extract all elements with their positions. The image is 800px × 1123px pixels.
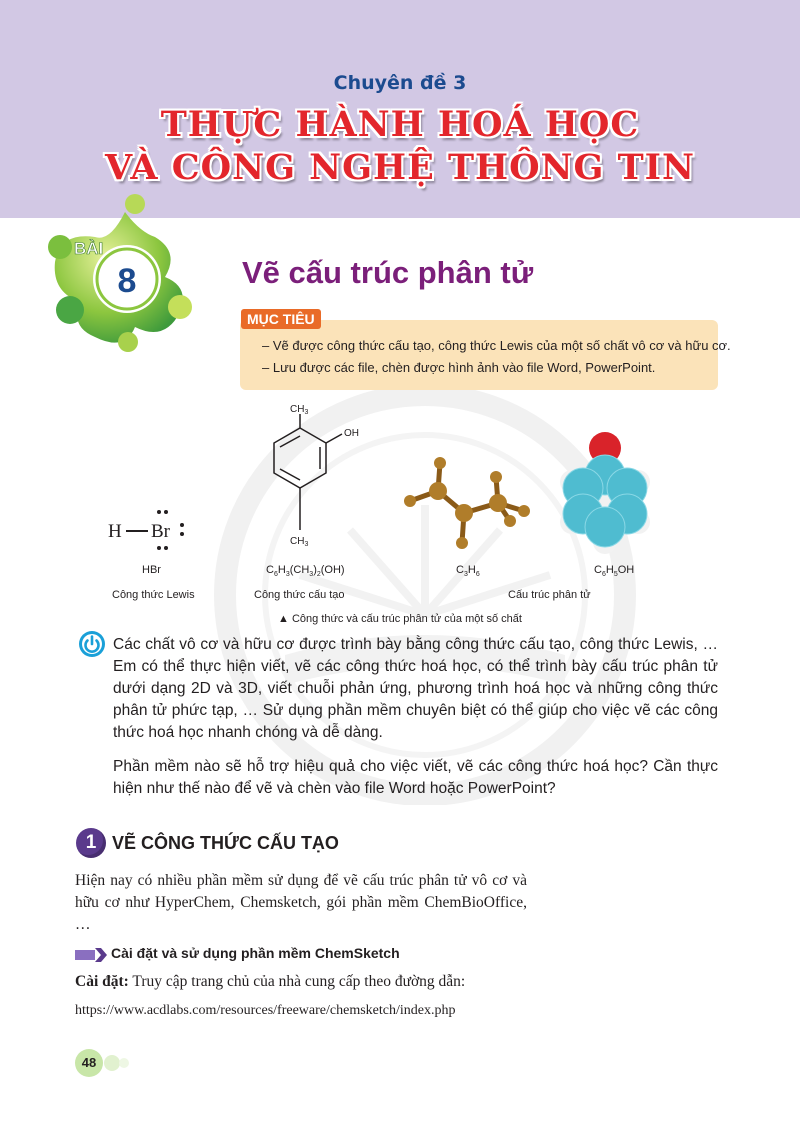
structural-formula: CH3 OH CH3 <box>273 404 359 548</box>
section-paragraph: Hiện nay có nhiều phần mềm sử dụng để vẽ… <box>75 872 527 933</box>
lesson-badge: BÀI 8 <box>48 194 192 352</box>
label-structural-type: Công thức cấu tạo <box>254 589 345 601</box>
header-band <box>0 0 800 218</box>
lesson-title: Vẽ cấu trúc phân tử <box>242 255 534 290</box>
setup-line: Cài đặt: Truy cập trang chủ của nhà cung… <box>75 973 465 991</box>
ball-stick-model <box>404 457 530 549</box>
ch3-bottom-sub: 3 <box>304 541 308 548</box>
page-number-decoration <box>75 1049 129 1077</box>
chevron-right-icon <box>75 948 107 962</box>
lewis-atom-br: Br <box>151 521 171 542</box>
section-number: 1 <box>76 828 106 858</box>
lewis-structure-hbr: H Br <box>108 510 184 550</box>
label-propene-c: C <box>456 564 464 576</box>
ch3-top: CH <box>290 404 304 415</box>
oh-group: OH <box>344 428 359 439</box>
label-hbr: HBr <box>142 564 161 576</box>
label-xylenol-ch-sub: 3 <box>309 571 314 579</box>
label-xylenol-c: C <box>266 564 274 576</box>
label-phenol-c: C <box>594 564 602 576</box>
badge-number: 8 <box>118 262 137 300</box>
label-xylenol-h-sub: 3 <box>285 571 290 579</box>
intro-question: Phần mềm nào sẽ hỗ trợ hiệu quả cho việc… <box>113 758 718 797</box>
lewis-atom-h: H <box>108 521 122 542</box>
section-title: VẼ CÔNG THỨC CẤU TẠO <box>112 833 339 853</box>
label-molecular-type: Cấu trúc phân tử <box>508 589 591 601</box>
label-lewis-type: Công thức Lewis <box>112 589 195 601</box>
label-propene-h-sub: 6 <box>475 571 480 579</box>
molecule-figure: H Br CH3 OH CH3 <box>90 400 690 601</box>
objective-tag: MỤC TIÊU <box>241 309 321 329</box>
svg-text:CH3: CH3 <box>290 536 308 548</box>
ch3-top-sub: 3 <box>304 409 308 416</box>
objective-item: – Lưu được các file, chèn được hình ảnh … <box>262 360 656 375</box>
label-xylenol: C6H3(CH3)2(OH) <box>266 564 345 578</box>
watermark-emblem <box>214 385 636 805</box>
label-phenol-h: H <box>605 564 614 576</box>
label-xylenol-c-sub: 6 <box>273 571 278 579</box>
topic-title-line2: VÀ CÔNG NGHỆ THÔNG TIN <box>104 147 696 188</box>
label-xylenol-paren-sub: 2 <box>316 571 321 579</box>
objective-box <box>240 320 718 390</box>
objective-item: – Vẽ được công thức cấu tạo, công thức L… <box>262 338 731 353</box>
power-icon <box>79 631 105 657</box>
subheading: Cài đặt và sử dụng phần mềm ChemSketch <box>111 945 400 961</box>
svg-text:CH3: CH3 <box>290 404 308 416</box>
label-xylenol-h: H <box>277 564 286 576</box>
label-propene-h: H <box>467 564 476 576</box>
label-phenol-c-sub: 6 <box>601 571 606 579</box>
label-xylenol-ch: (CH <box>289 564 310 576</box>
page-number: 48 <box>81 1055 97 1070</box>
ch3-bottom: CH <box>290 536 304 547</box>
setup-label: Cài đặt: <box>75 973 129 990</box>
topic-label: Chuyên đề 3 <box>333 72 467 94</box>
label-phenol-h-sub: 5 <box>613 571 618 579</box>
figure-caption: ▲ Công thức và cấu trúc phân tử của một … <box>278 613 522 625</box>
topic-title-line1: THỰC HÀNH HOÁ HỌC <box>160 104 640 145</box>
badge-word: BÀI <box>74 239 103 258</box>
label-xylenol-paren: ) <box>313 564 317 576</box>
setup-text: Truy cập trang chủ của nhà cung cấp theo… <box>128 973 466 990</box>
intro-paragraph: Các chất vô cơ và hữu cơ được trình bày … <box>113 636 718 741</box>
label-phenol: C6H5OH <box>594 564 634 578</box>
download-url[interactable]: https://www.acdlabs.com/resources/freewa… <box>75 1003 456 1018</box>
space-filling-model <box>560 432 650 554</box>
label-propene: C3H6 <box>456 564 480 578</box>
label-phenol-oh: OH <box>617 564 635 576</box>
label-propene-c-sub: 3 <box>463 571 468 579</box>
label-xylenol-oh: (OH) <box>320 564 345 576</box>
